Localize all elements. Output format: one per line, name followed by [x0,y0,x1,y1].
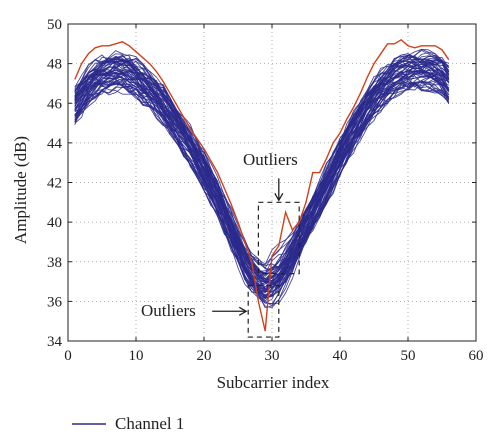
legend-label-channel-1: Channel 1 [115,414,184,433]
outlier-box-top [257,201,300,275]
x-tick-label: 20 [197,348,212,364]
channel-1-curve [74,66,450,284]
channel-1-curve [74,83,450,293]
legend: Channel 1 [72,414,184,433]
x-tick-label: 0 [64,348,72,364]
channel-1-curve [74,74,450,288]
channel-1-curve [74,71,450,293]
channel-1-curve [74,65,449,296]
y-tick-label: 36 [47,294,63,310]
x-tick-label: 50 [401,348,416,364]
channel-1-curve [74,67,450,288]
x-tick-label: 40 [333,348,348,364]
channel-1-curve [74,63,450,284]
y-tick-label: 42 [47,176,62,192]
annotation-bottom: Outliers [141,284,280,338]
x-tick-label: 30 [265,348,280,364]
y-tick-label: 46 [47,96,63,112]
annotation-arrow-top [274,178,284,202]
y-tick-label: 40 [47,215,62,231]
channel-1-curve [74,54,450,283]
channel-1-curve [74,63,450,277]
channel-1-curve [74,80,450,305]
axis-ticks: 0 10 20 30 40 50 60 34 36 38 40 42 44 46 48 50 [47,17,484,364]
channel-1-curve [74,77,450,302]
channel-1-curve [74,66,450,296]
annotation-label-bottom: Outliers [141,301,196,320]
channel-1-curve [74,65,450,288]
x-axis-label: Subcarrier index [217,373,330,392]
outlier-box-bottom [247,284,280,338]
y-tick-label: 34 [47,334,63,350]
channel-1-curve [74,56,449,280]
annotation-arrow-bottom [212,306,248,316]
channel-1-curve [74,61,450,284]
y-tick-label: 38 [47,255,62,271]
channel-1-curve [74,66,450,304]
channel-1-curve [74,63,450,297]
y-tick-label: 50 [47,17,62,33]
channel-1-curve [74,67,450,290]
outlier-curve [74,38,450,332]
x-tick-label: 10 [129,348,144,364]
channel-1-curve [74,69,450,305]
channel-1-curve [74,80,450,290]
annotation-top: Outliers [243,150,300,275]
y-tick-label: 48 [47,57,62,73]
y-tick-label: 44 [47,136,63,152]
channel-1-curve [74,79,450,294]
x-tick-label: 60 [469,348,484,364]
channel-1-curve [74,52,450,277]
channel-1-curve [74,80,450,300]
channel-1-curve [74,48,450,265]
channel-1-curve [74,69,450,294]
outlier-line [74,38,450,332]
channel-1-curves [74,48,450,309]
y-axis-label: Amplitude (dB) [11,136,30,244]
channel-1-curve [74,81,450,298]
channel-1-curve [74,58,450,281]
channel-1-curve [74,61,449,286]
channel-1-curve [74,75,450,295]
annotation-label-top: Outliers [243,150,298,169]
